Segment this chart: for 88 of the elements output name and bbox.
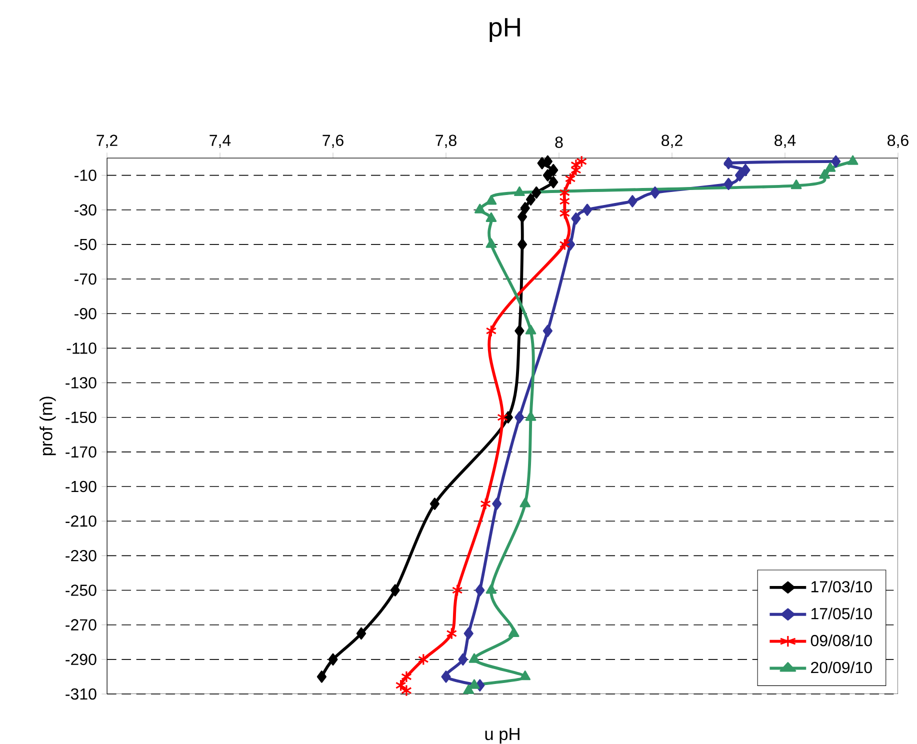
point	[520, 498, 531, 508]
point	[480, 498, 491, 510]
point	[508, 627, 520, 637]
point	[486, 584, 497, 594]
point	[356, 627, 366, 640]
point	[571, 212, 581, 225]
legend-label: 09/08/10	[810, 634, 872, 646]
point	[582, 204, 592, 216]
point	[401, 670, 412, 683]
point	[474, 204, 486, 214]
x-tick-label: 7,6	[322, 134, 344, 148]
point	[452, 584, 463, 596]
y-tick-label: -30	[74, 204, 96, 216]
y-tick-label: -10	[74, 170, 96, 181]
point	[520, 202, 530, 214]
point	[328, 653, 338, 666]
x-tick-label: 7,4	[210, 134, 231, 148]
point	[526, 193, 536, 206]
point	[514, 324, 524, 338]
point	[486, 324, 497, 338]
point	[492, 498, 502, 510]
point	[486, 212, 497, 222]
point	[486, 238, 497, 248]
point	[628, 195, 638, 208]
y-tick-label: -290	[66, 654, 96, 666]
y-tick-label: -310	[66, 688, 96, 700]
point	[735, 169, 745, 182]
point	[740, 164, 750, 176]
y-tick-label: -90	[74, 308, 96, 320]
point	[486, 195, 497, 205]
point	[548, 176, 558, 188]
point	[517, 210, 528, 223]
point	[576, 155, 588, 168]
point	[548, 164, 558, 176]
y-tick-label: -130	[66, 377, 96, 388]
point	[564, 172, 576, 185]
point	[514, 411, 524, 424]
x-tick-label: 7,8	[436, 134, 456, 148]
point	[475, 584, 485, 596]
y-tick-label: -70	[74, 273, 96, 285]
point	[559, 238, 570, 251]
point	[446, 627, 458, 640]
x-axis-title: u pH	[485, 728, 520, 744]
point	[790, 180, 802, 190]
x-tick-label: 8,2	[662, 134, 682, 148]
y-tick-label: -270	[66, 619, 96, 630]
point	[650, 186, 660, 199]
chart-title: pH	[490, 18, 520, 42]
point	[316, 670, 327, 683]
legend-label: 17/05/10	[811, 608, 872, 620]
point	[458, 653, 468, 666]
y-tick-label: -170	[66, 446, 96, 458]
x-tick-label: 7,2	[96, 134, 118, 148]
point	[464, 627, 474, 640]
y-axis-title: prof (m)	[40, 396, 56, 456]
y-tick-label: -190	[66, 480, 96, 492]
point	[525, 411, 536, 421]
point	[468, 679, 480, 689]
point	[441, 670, 451, 683]
x-tick-label: 8,6	[888, 134, 908, 148]
point	[463, 684, 474, 694]
point	[542, 169, 553, 182]
point	[724, 178, 734, 190]
point	[514, 186, 525, 196]
point	[517, 238, 528, 251]
point	[847, 155, 858, 165]
point	[390, 584, 400, 596]
point	[525, 324, 536, 334]
y-tick-label: -250	[66, 584, 96, 596]
point	[819, 169, 830, 179]
point	[831, 155, 841, 168]
y-tick-label: -110	[66, 342, 96, 354]
legend-label: 17/03/10	[811, 580, 872, 592]
y-tick-label: -230	[66, 550, 96, 562]
point	[724, 157, 734, 170]
point	[520, 670, 531, 680]
legend-label: 20/09/10	[811, 661, 872, 674]
point	[468, 653, 480, 663]
point	[430, 498, 440, 510]
x-tick-label: 8,4	[774, 134, 796, 148]
x-tick-label: 8	[555, 136, 563, 148]
point	[532, 186, 542, 199]
y-tick-label: -50	[74, 238, 96, 250]
y-tick-label: -210	[66, 515, 96, 527]
point	[418, 653, 429, 666]
y-tick-label: -150	[66, 412, 96, 424]
point	[824, 162, 836, 172]
point	[542, 324, 553, 338]
